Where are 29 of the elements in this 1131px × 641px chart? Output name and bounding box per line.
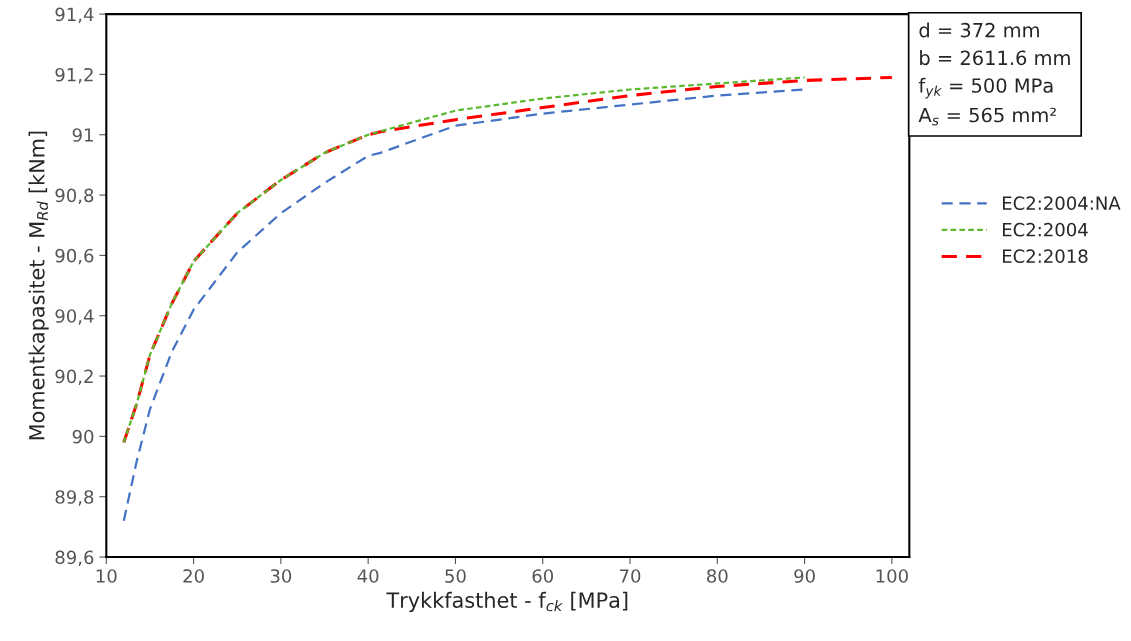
x-tick-label: 60 — [532, 569, 554, 583]
x-tick-label: 10 — [96, 569, 117, 583]
text: A$_{s}$ = 565 mm² — [918, 107, 1056, 126]
x-tick-label: 40 — [357, 569, 379, 583]
x-axis-title: Trykkfasthet - f$_{ck}$ [MPa] — [386, 591, 628, 613]
text: f$_{yk}$ = 500 MPa — [918, 77, 1053, 99]
text: d = 372 mm — [919, 22, 1039, 38]
y-tick-label: 90,2 — [55, 369, 93, 386]
x-tick-label: 90 — [794, 569, 815, 583]
text: b = 2611.6 mm — [920, 50, 1070, 66]
y-tick-label: 89,6 — [55, 550, 94, 566]
y-tick-label: 90,4 — [55, 309, 94, 325]
x-tick-label: 30 — [270, 569, 292, 583]
y-tick-label: 90,8 — [55, 188, 94, 205]
x-tick-label: 70 — [620, 569, 641, 583]
y-tick-label: 91,2 — [55, 67, 93, 84]
x-tick-label: 100 — [876, 569, 908, 583]
legend-label: EC2:2004 — [1002, 222, 1088, 237]
y-tick-label: 89,8 — [55, 490, 94, 506]
x-tick-label: 20 — [183, 569, 204, 583]
y-tick-label: 91,4 — [55, 7, 94, 24]
y-tick-label: 90,6 — [55, 248, 94, 265]
y-axis-title: Momentkapasitet - M$_{Rd}$ [kNm] — [28, 131, 49, 440]
legend-label: EC2:2018 — [1002, 249, 1088, 264]
x-tick-label: 80 — [707, 569, 728, 583]
y-tick-label: 91 — [72, 128, 93, 142]
y-tick-label: 90 — [72, 429, 94, 444]
x-tick-label: 50 — [445, 569, 466, 583]
legend-label: EC2:2004:NA — [1002, 196, 1121, 211]
